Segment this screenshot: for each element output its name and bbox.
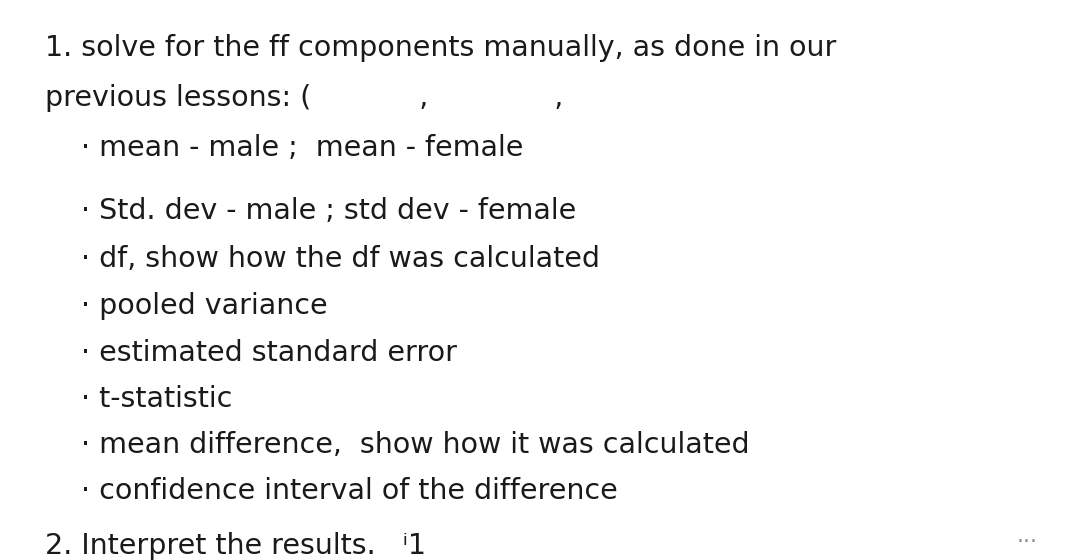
- Text: · estimated standard error: · estimated standard error: [81, 339, 457, 367]
- Text: ···: ···: [1017, 532, 1038, 552]
- Text: · mean - male ;  mean - female: · mean - male ; mean - female: [81, 134, 524, 162]
- Text: · confidence interval of the difference: · confidence interval of the difference: [81, 477, 618, 505]
- Text: previous lessons: (            ,              ,: previous lessons: ( , ,: [45, 84, 563, 112]
- Text: · t-statistic: · t-statistic: [81, 385, 232, 413]
- Text: · mean difference,  show how it was calculated: · mean difference, show how it was calcu…: [81, 431, 750, 459]
- Text: 1. solve for the ff components manually, as done in our: 1. solve for the ff components manually,…: [45, 34, 836, 62]
- Text: 2. Interpret the results.   ⁱ1: 2. Interpret the results. ⁱ1: [45, 532, 426, 560]
- Text: · df, show how the df was calculated: · df, show how the df was calculated: [81, 245, 600, 273]
- Text: · Std. dev - male ; std dev - female: · Std. dev - male ; std dev - female: [81, 197, 577, 225]
- Text: · pooled variance: · pooled variance: [81, 292, 328, 320]
